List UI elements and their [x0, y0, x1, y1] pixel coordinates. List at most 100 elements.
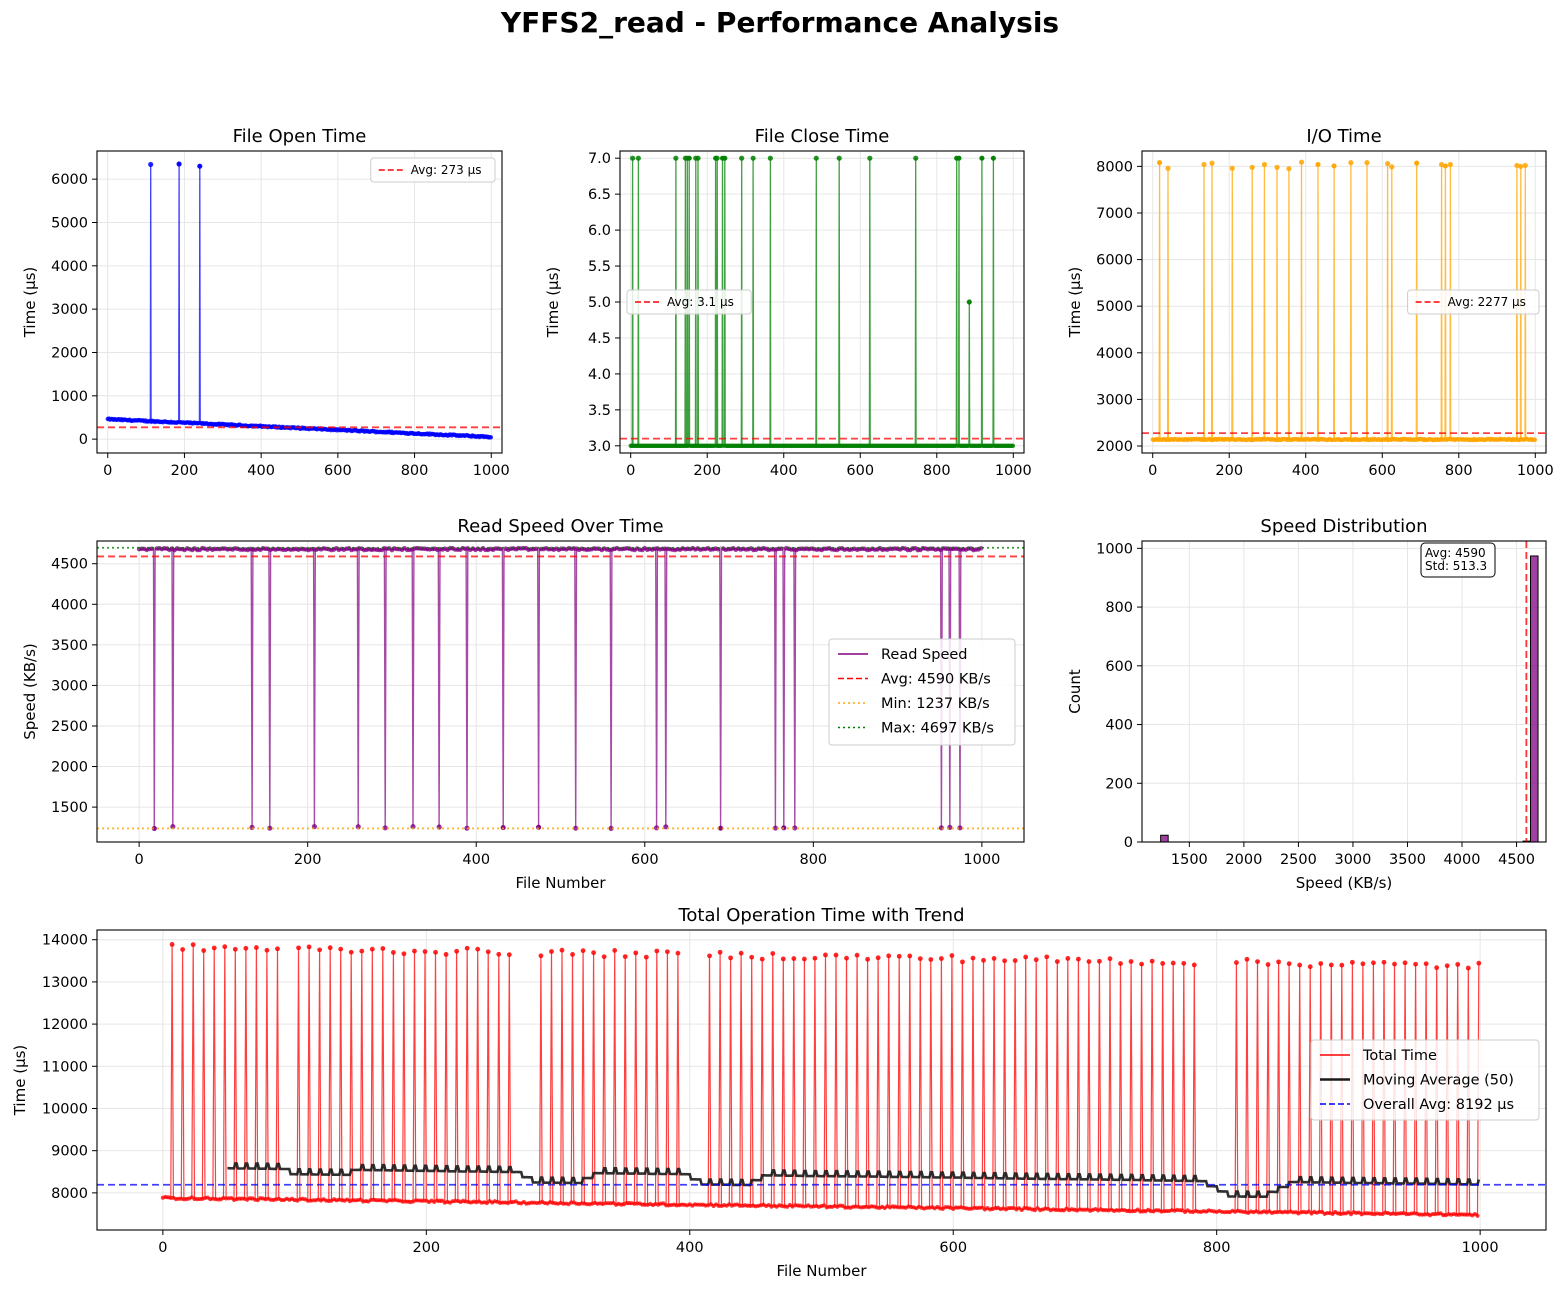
y-tick-label: 3000: [1096, 392, 1133, 408]
data-point: [488, 435, 494, 440]
speed-point: [498, 546, 503, 552]
spike-point: [738, 950, 744, 956]
spike-point: [1381, 959, 1387, 965]
spike-point: [253, 945, 259, 950]
spike-point: [1265, 962, 1271, 967]
legend-frame: [828, 638, 1016, 746]
spike-point: [1297, 962, 1303, 968]
x-tick-label: 400: [247, 463, 275, 479]
spike-point: [717, 949, 723, 955]
x-tick-label: 800: [799, 852, 827, 868]
spike-point: [1286, 961, 1292, 967]
y-tick-label: 6000: [51, 172, 88, 188]
spike-point: [197, 163, 203, 169]
x-tick-label: 1000: [1462, 1240, 1499, 1256]
x-axis-label: File Number: [515, 874, 606, 892]
spike-point: [1476, 960, 1482, 966]
spike-point: [791, 956, 797, 961]
spike-point: [1402, 960, 1408, 966]
spike-point: [695, 155, 701, 161]
spike-point: [1023, 954, 1029, 960]
legend-label: Read Speed: [881, 647, 968, 663]
legend: Avg: 3.1 μs: [626, 289, 752, 315]
y-tick-label: 6.0: [588, 223, 611, 239]
histogram-bar: [1160, 834, 1169, 843]
spike-point: [306, 944, 312, 950]
spike-point: [148, 161, 154, 168]
y-tick-label: 9000: [51, 1144, 88, 1160]
axes-frame: [1141, 150, 1547, 454]
axes-frame: [96, 929, 1547, 1231]
y-tick-label: 2000: [51, 345, 88, 361]
x-tick-label: 4000: [1444, 852, 1481, 868]
spike-point: [1307, 964, 1313, 970]
x-tick-label: 1000: [1517, 463, 1554, 479]
y-tick-label: 2000: [1096, 439, 1133, 455]
chart-open: 0 200 400 600 800 1000 0 1000 2000 3000 4000 5000 60…: [21, 126, 510, 479]
spike-point: [1414, 160, 1420, 166]
histogram-bar: [1530, 555, 1539, 843]
series-line: [107, 163, 492, 439]
y-tick-label: 11000: [42, 1059, 88, 1075]
spike-point: [844, 955, 849, 961]
y-tick-label: 7000: [1096, 206, 1133, 222]
chart-speed: 0 200 400 600 800 1000 1500 2000 2500 3000 3500 400…: [21, 516, 1025, 892]
y-axis-label: Time (μs): [21, 267, 39, 339]
spike-point: [369, 946, 375, 952]
speed-min-point: [772, 825, 778, 831]
legend-label: Overall Avg: 8192 μs: [1363, 1097, 1514, 1113]
spike-point: [443, 952, 449, 957]
spike-point: [938, 956, 944, 961]
legend-frame: [370, 157, 496, 183]
spike-point: [635, 155, 641, 161]
y-axis-label: Time (μs): [11, 1045, 29, 1117]
speed-min-point: [608, 825, 614, 831]
spike-point: [1107, 956, 1113, 962]
spike-point: [1522, 162, 1528, 169]
legend-label: Total Time: [1362, 1048, 1437, 1064]
spike-point: [1065, 956, 1071, 961]
y-tick-label: 5.5: [588, 259, 611, 275]
spike-point: [1298, 159, 1305, 165]
legend: Total Time Moving Average (50) Overall Avg…: [1310, 1039, 1540, 1121]
spike-point: [591, 950, 597, 956]
x-tick-label: 1000: [963, 852, 1000, 868]
y-tick-label: 12000: [42, 1017, 88, 1033]
spike-point: [896, 953, 902, 959]
x-tick-label: 800: [923, 463, 951, 479]
axes-frame: [1141, 540, 1547, 843]
spike-point: [180, 947, 186, 952]
spike-point: [1434, 965, 1440, 971]
spike-point: [496, 951, 502, 957]
x-tick-label: 600: [631, 852, 659, 868]
spike-point: [1075, 956, 1081, 962]
spike-point: [1315, 161, 1321, 168]
plot-area: [97, 942, 1546, 1218]
spike-point: [966, 299, 972, 305]
x-tick-label: 4500: [1498, 852, 1535, 868]
x-axis-label: File Number: [776, 1262, 867, 1280]
spike-point: [211, 945, 217, 951]
y-tick-label: 13000: [42, 975, 88, 991]
spike-point: [907, 953, 913, 959]
spike-point: [913, 155, 919, 161]
y-tick-label: 800: [1105, 600, 1133, 616]
x-tick-label: 0: [103, 463, 112, 479]
speed-min-point: [410, 823, 416, 830]
spike-point: [1160, 960, 1166, 966]
x-tick-label: 400: [1292, 463, 1320, 479]
speed-min-point: [718, 825, 724, 831]
legend-frame: [1310, 1039, 1540, 1121]
spike-point: [970, 955, 976, 961]
x-axis-label: Speed (KB/s): [1296, 874, 1393, 892]
axes-title: File Close Time: [755, 126, 890, 147]
y-axis-label: Time (μs): [1066, 267, 1084, 339]
spike-point: [559, 947, 565, 953]
annotation-box: [1420, 542, 1496, 578]
spike-point: [1423, 961, 1429, 967]
x-tick-label: 0: [135, 852, 144, 868]
spike-point: [1012, 958, 1018, 963]
spike-point: [243, 945, 249, 951]
spike-point: [1455, 961, 1461, 967]
legend-frame: [626, 289, 752, 315]
